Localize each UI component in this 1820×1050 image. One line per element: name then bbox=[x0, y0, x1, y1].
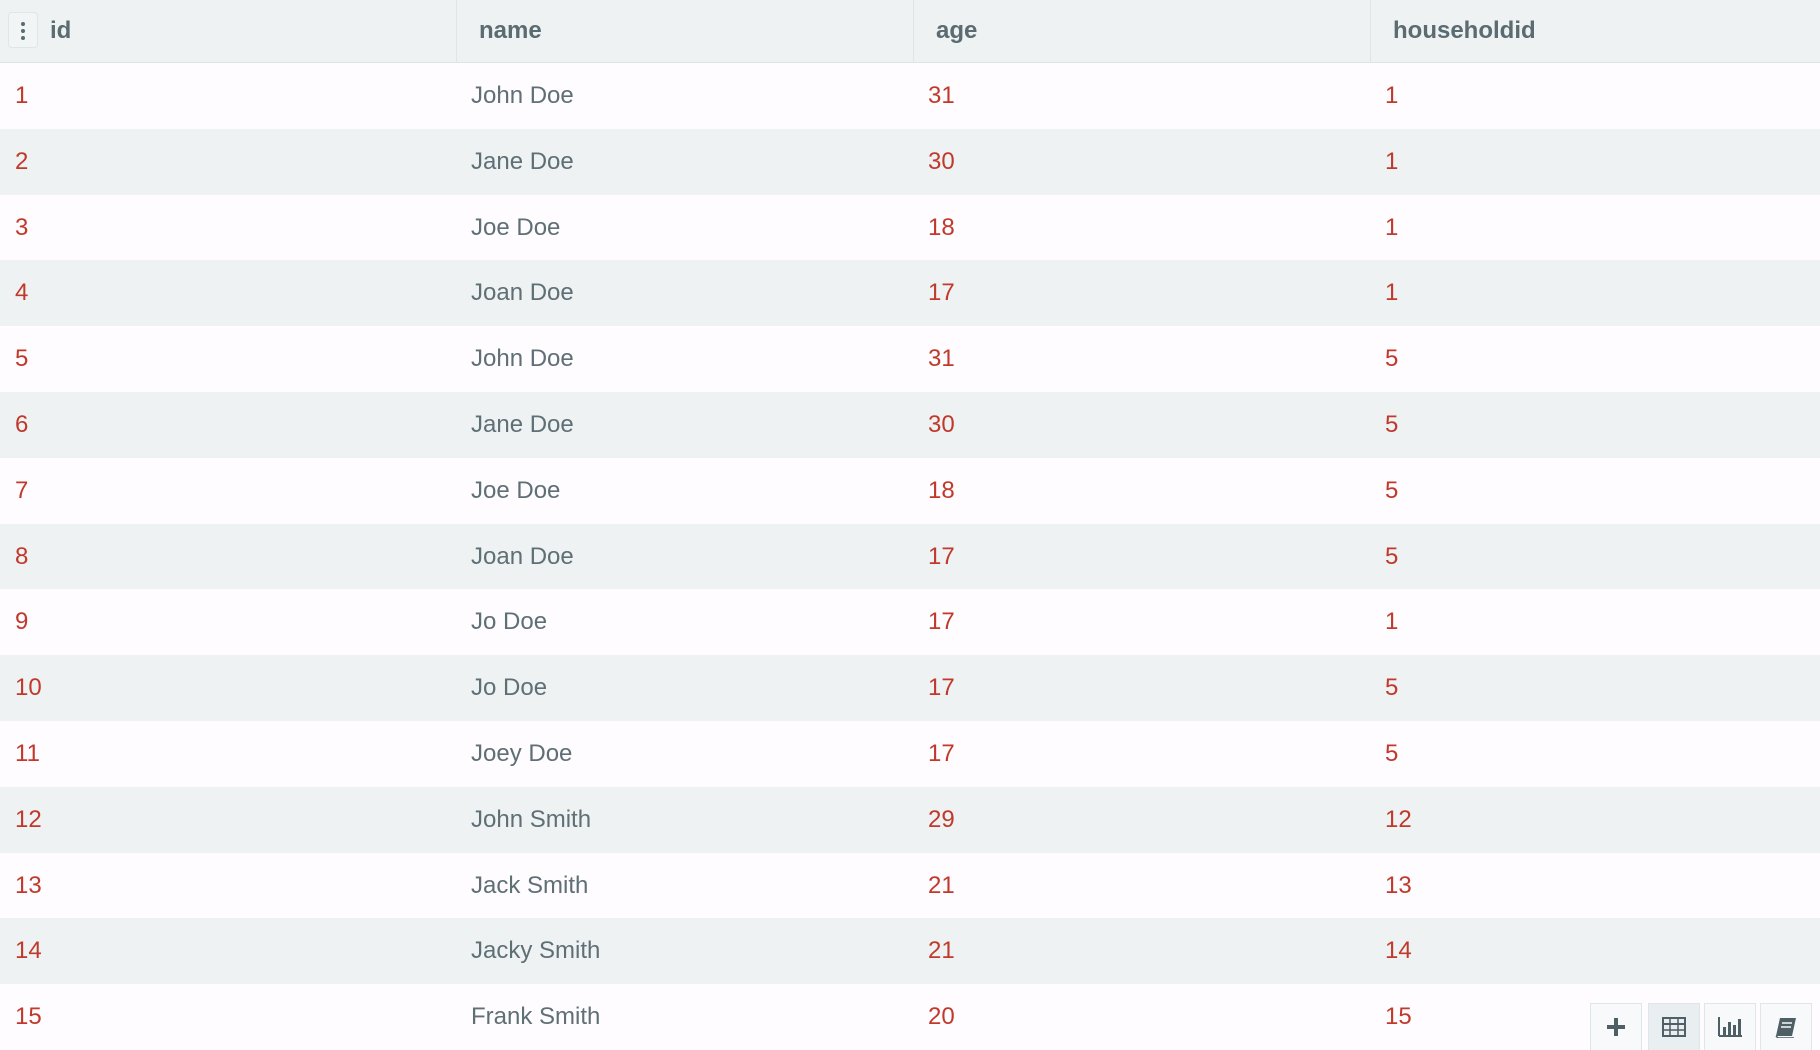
cell-id[interactable]: 11 bbox=[15, 739, 40, 767]
cell-id[interactable]: 14 bbox=[15, 937, 42, 965]
cell-id[interactable]: 13 bbox=[15, 871, 42, 899]
cell-id[interactable]: 3 bbox=[15, 213, 29, 241]
cell-id[interactable]: 6 bbox=[15, 410, 29, 438]
cell-name[interactable]: Jack Smith bbox=[471, 871, 589, 899]
cell-name[interactable]: Joey Doe bbox=[471, 739, 573, 767]
cell-name[interactable]: John Doe bbox=[471, 345, 574, 373]
cell-id[interactable]: 10 bbox=[15, 674, 42, 702]
cell-name[interactable]: John Doe bbox=[471, 82, 574, 109]
column-divider[interactable] bbox=[456, 0, 457, 62]
cell-name[interactable]: Jo Doe bbox=[471, 674, 548, 702]
cell-age[interactable]: 17 bbox=[928, 608, 955, 636]
cell-id[interactable]: 12 bbox=[15, 805, 42, 833]
table-row[interactable]: 14 Jacky Smith 21 14 bbox=[0, 918, 1820, 985]
notebook-view-button[interactable] bbox=[1760, 1003, 1812, 1050]
cell-name[interactable]: Joan Doe bbox=[471, 279, 574, 307]
cell-name[interactable]: Joe Doe bbox=[471, 476, 561, 504]
cell-householdid[interactable]: 1 bbox=[1385, 147, 1399, 175]
cell-age[interactable]: 17 bbox=[928, 674, 955, 702]
table-row[interactable]: 12 John Smith 29 12 bbox=[0, 786, 1820, 853]
table-header: id name age householdid bbox=[0, 0, 1820, 63]
cell-householdid[interactable]: 5 bbox=[1385, 410, 1399, 438]
cell-name[interactable]: Jacky Smith bbox=[471, 937, 601, 965]
menu-dot-icon bbox=[21, 29, 25, 33]
cell-name[interactable]: Jane Doe bbox=[471, 147, 574, 175]
cell-householdid[interactable]: 1 bbox=[1385, 82, 1399, 109]
table-view-button[interactable] bbox=[1648, 1003, 1700, 1050]
cell-name[interactable]: Jo Doe bbox=[471, 608, 548, 636]
table-row[interactable]: 4 Joan Doe 17 1 bbox=[0, 260, 1820, 327]
cell-householdid[interactable]: 5 bbox=[1385, 542, 1399, 570]
cell-age[interactable]: 17 bbox=[928, 542, 955, 570]
table-row[interactable]: 3 Joe Doe 18 1 bbox=[0, 194, 1820, 261]
column-header-age[interactable]: age bbox=[936, 17, 978, 44]
cell-id[interactable]: 1 bbox=[15, 82, 29, 109]
table-row[interactable]: 15 Frank Smith 20 15 bbox=[0, 984, 1820, 1050]
view-toolbar bbox=[1590, 1003, 1820, 1050]
cell-name[interactable]: Jane Doe bbox=[471, 410, 574, 438]
cell-age[interactable]: 29 bbox=[928, 805, 955, 833]
cell-age[interactable]: 31 bbox=[928, 345, 955, 373]
cell-householdid[interactable]: 15 bbox=[1385, 1003, 1412, 1031]
cell-id[interactable]: 15 bbox=[15, 1003, 42, 1031]
table-row[interactable]: 13 Jack Smith 21 13 bbox=[0, 852, 1820, 919]
cell-id[interactable]: 8 bbox=[15, 542, 29, 570]
cell-householdid[interactable]: 12 bbox=[1385, 805, 1412, 833]
cell-age[interactable]: 30 bbox=[928, 410, 955, 438]
cell-age[interactable]: 17 bbox=[928, 739, 955, 767]
cell-householdid[interactable]: 1 bbox=[1385, 279, 1399, 307]
table-row[interactable]: 5 John Doe 31 5 bbox=[0, 326, 1820, 392]
cell-id[interactable]: 5 bbox=[15, 345, 29, 373]
cell-householdid[interactable]: 13 bbox=[1385, 871, 1412, 899]
cell-age[interactable]: 18 bbox=[928, 213, 955, 241]
table-row[interactable]: 1 John Doe 31 1 bbox=[0, 63, 1820, 129]
table-row[interactable]: 10 Jo Doe 17 5 bbox=[0, 655, 1820, 721]
cell-id[interactable]: 4 bbox=[15, 279, 29, 307]
cell-age[interactable]: 17 bbox=[928, 279, 955, 307]
cell-householdid[interactable]: 5 bbox=[1385, 739, 1399, 767]
column-menu-button[interactable] bbox=[8, 12, 38, 48]
cell-householdid[interactable]: 5 bbox=[1385, 674, 1399, 702]
column-divider[interactable] bbox=[913, 0, 914, 62]
add-button[interactable] bbox=[1590, 1003, 1642, 1050]
cell-id[interactable]: 2 bbox=[15, 147, 29, 175]
cell-householdid[interactable]: 14 bbox=[1385, 937, 1412, 965]
menu-dot-icon bbox=[21, 22, 25, 26]
cell-name[interactable]: Frank Smith bbox=[471, 1003, 601, 1031]
cell-id[interactable]: 9 bbox=[15, 608, 29, 636]
column-header-id[interactable]: id bbox=[50, 17, 72, 44]
table-body: 1 John Doe 31 1 2 Jane Doe 30 1 3 Joe Doe 18 1 4 Joan… bbox=[0, 63, 1820, 1050]
cell-name[interactable]: Joan Doe bbox=[471, 542, 574, 570]
cell-age[interactable]: 20 bbox=[928, 1003, 955, 1031]
table-row[interactable]: 11 Joey Doe 17 5 bbox=[0, 720, 1820, 787]
menu-dot-icon bbox=[21, 36, 25, 40]
plus-icon bbox=[1607, 1018, 1625, 1036]
table-row[interactable]: 7 Joe Doe 18 5 bbox=[0, 457, 1820, 524]
table-icon bbox=[1662, 1017, 1686, 1037]
cell-age[interactable]: 18 bbox=[928, 476, 955, 504]
cell-age[interactable]: 21 bbox=[928, 871, 955, 899]
column-divider[interactable] bbox=[1370, 0, 1371, 62]
cell-name[interactable]: John Smith bbox=[471, 805, 592, 833]
cell-age[interactable]: 30 bbox=[928, 147, 955, 175]
cell-age[interactable]: 31 bbox=[928, 82, 955, 109]
cell-id[interactable]: 7 bbox=[15, 476, 29, 504]
cell-age[interactable]: 21 bbox=[928, 937, 955, 965]
notebook-icon bbox=[1775, 1018, 1796, 1038]
table-row[interactable]: 8 Joan Doe 17 5 bbox=[0, 523, 1820, 590]
cell-name[interactable]: Joe Doe bbox=[471, 213, 561, 241]
table-row[interactable]: 6 Jane Doe 30 5 bbox=[0, 391, 1820, 458]
cell-householdid[interactable]: 5 bbox=[1385, 476, 1399, 504]
cell-householdid[interactable]: 1 bbox=[1385, 608, 1399, 636]
cell-householdid[interactable]: 1 bbox=[1385, 213, 1399, 241]
column-header-name[interactable]: name bbox=[479, 17, 542, 44]
bar-chart-icon bbox=[1718, 1017, 1742, 1037]
table-row[interactable]: 9 Jo Doe 17 1 bbox=[0, 589, 1820, 656]
chart-view-button[interactable] bbox=[1704, 1003, 1756, 1050]
table-row[interactable]: 2 Jane Doe 30 1 bbox=[0, 128, 1820, 195]
cell-householdid[interactable]: 5 bbox=[1385, 345, 1399, 373]
column-header-householdid[interactable]: householdid bbox=[1393, 17, 1536, 44]
